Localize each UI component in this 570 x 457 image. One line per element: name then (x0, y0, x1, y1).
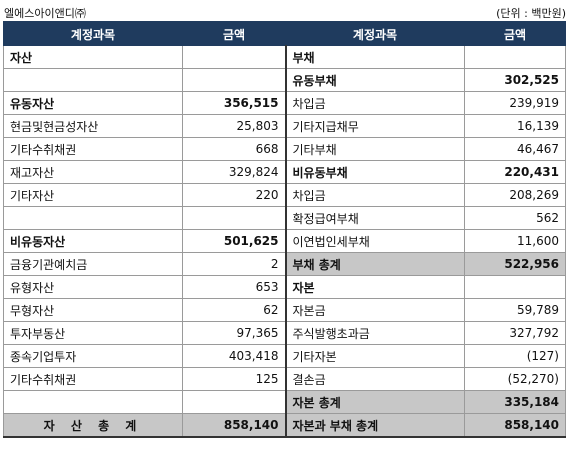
balance-sheet-table: 계정과목 금액 계정과목 금액 자산 부채 유동부채 302,525 유동자산 (3, 21, 566, 438)
left-amount (182, 390, 287, 414)
left-amount (182, 206, 287, 230)
table-row: 자산 부채 (3, 45, 566, 69)
left-amount: 356,515 (182, 91, 287, 115)
left-account-header: 계정과목 (3, 21, 183, 46)
left-account: 유형자산 (3, 275, 183, 299)
left-amount: 501,625 (182, 229, 287, 253)
right-amount: (52,270) (464, 367, 566, 391)
left-account (3, 68, 183, 92)
left-account: 기타수취채권 (3, 137, 183, 161)
unit-label: (단위 : 백만원) (496, 7, 566, 20)
right-amount: 302,525 (464, 68, 566, 92)
table-row: 확정급여부채 562 (3, 206, 566, 230)
right-amount (464, 275, 566, 299)
right-account: 결손금 (285, 367, 465, 391)
right-amount: 16,139 (464, 114, 566, 138)
right-amount: 327,792 (464, 321, 566, 345)
liabilities-total-label: 부채 총계 (285, 252, 465, 276)
left-account: 기타자산 (3, 183, 183, 207)
liabilities-total-value: 522,956 (464, 252, 566, 276)
assets-total-label: 자 산 총 계 (3, 413, 183, 438)
grand-total-row: 자 산 총 계 858,140 자본과 부채 총계 858,140 (3, 413, 566, 438)
right-amount: 46,467 (464, 137, 566, 161)
table-row: 자본 총계 335,184 (3, 390, 566, 414)
right-account: 비유동부채 (285, 160, 465, 184)
left-amount: 2 (182, 252, 287, 276)
right-account: 부채 (285, 45, 465, 69)
right-account: 차입금 (285, 183, 465, 207)
equity-liabilities-total-label: 자본과 부채 총계 (285, 413, 465, 438)
left-account: 투자부동산 (3, 321, 183, 345)
table-row: 기타수취채권 125 결손금 (52,270) (3, 367, 566, 391)
right-account: 기타지급채무 (285, 114, 465, 138)
assets-total-value: 858,140 (182, 413, 287, 438)
left-account: 비유동자산 (3, 229, 183, 253)
header-line: 엘에스아이앤디㈜ (단위 : 백만원) (4, 5, 566, 21)
company-name: 엘에스아이앤디㈜ (4, 7, 86, 20)
left-amount: 403,418 (182, 344, 287, 368)
equity-liabilities-total-value: 858,140 (464, 413, 566, 438)
right-amount-header: 금액 (464, 21, 566, 46)
left-account: 자산 (3, 45, 183, 69)
left-amount: 668 (182, 137, 287, 161)
right-amount (464, 45, 566, 69)
left-amount: 653 (182, 275, 287, 299)
right-account: 주식발행초과금 (285, 321, 465, 345)
right-amount: 59,789 (464, 298, 566, 322)
table-row: 기타자산 220 차입금 208,269 (3, 183, 566, 207)
left-account (3, 390, 183, 414)
table-row: 재고자산 329,824 비유동부채 220,431 (3, 160, 566, 184)
left-account: 재고자산 (3, 160, 183, 184)
left-account: 무형자산 (3, 298, 183, 322)
right-amount: 562 (464, 206, 566, 230)
right-amount: 11,600 (464, 229, 566, 253)
table-row: 투자부동산 97,365 주식발행초과금 327,792 (3, 321, 566, 345)
table-row: 유형자산 653 자본 (3, 275, 566, 299)
table-row: 유동자산 356,515 차입금 239,919 (3, 91, 566, 115)
left-account: 종속기업투자 (3, 344, 183, 368)
left-account: 기타수취채권 (3, 367, 183, 391)
table-row: 비유동자산 501,625 이연법인세부채 11,600 (3, 229, 566, 253)
right-amount: (127) (464, 344, 566, 368)
left-account: 유동자산 (3, 91, 183, 115)
left-amount: 62 (182, 298, 287, 322)
table-row: 종속기업투자 403,418 기타자본 (127) (3, 344, 566, 368)
right-amount: 208,269 (464, 183, 566, 207)
equity-total-label: 자본 총계 (285, 390, 465, 414)
right-account: 유동부채 (285, 68, 465, 92)
left-amount: 125 (182, 367, 287, 391)
left-amount (182, 68, 287, 92)
right-account: 확정급여부채 (285, 206, 465, 230)
table-row: 무형자산 62 자본금 59,789 (3, 298, 566, 322)
left-amount: 97,365 (182, 321, 287, 345)
left-amount (182, 45, 287, 69)
left-account: 금융기관예치금 (3, 252, 183, 276)
right-amount: 220,431 (464, 160, 566, 184)
table-header-row: 계정과목 금액 계정과목 금액 (3, 21, 566, 46)
right-account: 기타자본 (285, 344, 465, 368)
right-account: 이연법인세부채 (285, 229, 465, 253)
equity-total-value: 335,184 (464, 390, 566, 414)
right-account: 차입금 (285, 91, 465, 115)
left-account: 현금및현금성자산 (3, 114, 183, 138)
table-row: 현금및현금성자산 25,803 기타지급채무 16,139 (3, 114, 566, 138)
table-row: 기타수취채권 668 기타부채 46,467 (3, 137, 566, 161)
table-row: 금융기관예치금 2 부채 총계 522,956 (3, 252, 566, 276)
left-amount-header: 금액 (182, 21, 286, 46)
right-amount: 239,919 (464, 91, 566, 115)
left-account (3, 206, 183, 230)
right-account-header: 계정과목 (285, 21, 465, 46)
right-account: 자본금 (285, 298, 465, 322)
left-amount: 220 (182, 183, 287, 207)
right-account: 자본 (285, 275, 465, 299)
table-row: 유동부채 302,525 (3, 68, 566, 92)
left-amount: 25,803 (182, 114, 287, 138)
left-amount: 329,824 (182, 160, 287, 184)
right-account: 기타부채 (285, 137, 465, 161)
